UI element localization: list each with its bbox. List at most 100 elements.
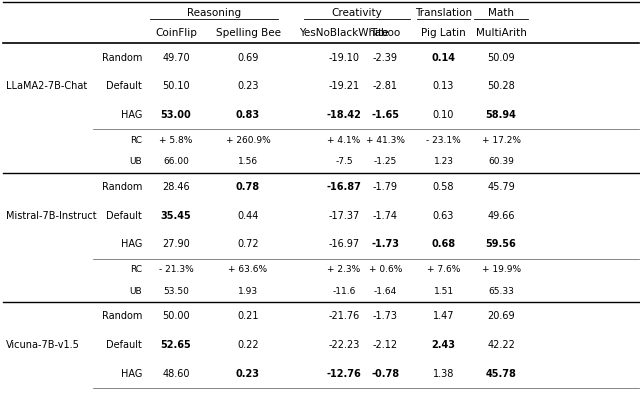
Text: 0.69: 0.69	[237, 53, 259, 62]
Text: 53.00: 53.00	[161, 110, 191, 120]
Text: 0.72: 0.72	[237, 239, 259, 249]
Text: Spelling Bee: Spelling Bee	[216, 28, 280, 39]
Text: -16.97: -16.97	[328, 239, 360, 249]
Text: Random: Random	[102, 311, 142, 321]
Text: - 21.3%: - 21.3%	[159, 265, 193, 274]
Text: Random: Random	[102, 182, 142, 192]
Text: 0.44: 0.44	[237, 211, 259, 220]
Text: 35.45: 35.45	[161, 211, 191, 220]
Text: Default: Default	[106, 211, 142, 220]
Text: + 7.6%: + 7.6%	[427, 265, 460, 274]
Text: Random: Random	[102, 53, 142, 62]
Text: -19.10: -19.10	[328, 53, 360, 62]
Text: 1.38: 1.38	[433, 369, 454, 378]
Text: -2.12: -2.12	[372, 340, 398, 350]
Text: -0.78: -0.78	[371, 369, 399, 378]
Text: -11.6: -11.6	[332, 286, 356, 296]
Text: Math: Math	[488, 8, 514, 18]
Text: 52.65: 52.65	[161, 340, 191, 350]
Text: 0.21: 0.21	[237, 311, 259, 321]
Text: -21.76: -21.76	[328, 311, 360, 321]
Text: Default: Default	[106, 81, 142, 91]
Text: 0.14: 0.14	[431, 53, 456, 62]
Text: MultiArith: MultiArith	[476, 28, 527, 39]
Text: 28.46: 28.46	[162, 182, 190, 192]
Text: -1.79: -1.79	[372, 182, 398, 192]
Text: HAG: HAG	[121, 110, 142, 120]
Text: -1.73: -1.73	[371, 239, 399, 249]
Text: 1.56: 1.56	[238, 157, 258, 166]
Text: 0.83: 0.83	[236, 110, 260, 120]
Text: -19.21: -19.21	[328, 81, 360, 91]
Text: UB: UB	[129, 157, 142, 166]
Text: -1.25: -1.25	[374, 157, 397, 166]
Text: 60.39: 60.39	[488, 157, 514, 166]
Text: 2.43: 2.43	[431, 340, 456, 350]
Text: 20.69: 20.69	[487, 311, 515, 321]
Text: RC: RC	[130, 136, 142, 145]
Text: CoinFlip: CoinFlip	[155, 28, 197, 39]
Text: 1.93: 1.93	[238, 286, 258, 296]
Text: RC: RC	[130, 265, 142, 274]
Text: -1.73: -1.73	[372, 311, 398, 321]
Text: -1.65: -1.65	[371, 110, 399, 120]
Text: Mistral-7B-Instruct: Mistral-7B-Instruct	[6, 211, 97, 220]
Text: -1.64: -1.64	[374, 286, 397, 296]
Text: + 0.6%: + 0.6%	[369, 265, 402, 274]
Text: + 19.9%: + 19.9%	[481, 265, 521, 274]
Text: 0.68: 0.68	[431, 239, 456, 249]
Text: 66.00: 66.00	[163, 157, 189, 166]
Text: 49.66: 49.66	[488, 211, 515, 220]
Text: 50.09: 50.09	[487, 53, 515, 62]
Text: - 23.1%: - 23.1%	[426, 136, 461, 145]
Text: LLaMA2-7B-Chat: LLaMA2-7B-Chat	[6, 81, 88, 91]
Text: UB: UB	[129, 286, 142, 296]
Text: Creativity: Creativity	[332, 8, 383, 18]
Text: -12.76: -12.76	[326, 369, 362, 378]
Text: 0.13: 0.13	[433, 81, 454, 91]
Text: 42.22: 42.22	[487, 340, 515, 350]
Text: -22.23: -22.23	[328, 340, 360, 350]
Text: 1.51: 1.51	[433, 286, 454, 296]
Text: + 2.3%: + 2.3%	[328, 265, 360, 274]
Text: 65.33: 65.33	[488, 286, 514, 296]
Text: 58.94: 58.94	[486, 110, 516, 120]
Text: -7.5: -7.5	[335, 157, 353, 166]
Text: Pig Latin: Pig Latin	[421, 28, 466, 39]
Text: + 260.9%: + 260.9%	[226, 136, 270, 145]
Text: HAG: HAG	[121, 369, 142, 378]
Text: 50.00: 50.00	[162, 311, 190, 321]
Text: 50.28: 50.28	[487, 81, 515, 91]
Text: 0.10: 0.10	[433, 110, 454, 120]
Text: -2.81: -2.81	[372, 81, 398, 91]
Text: + 41.3%: + 41.3%	[366, 136, 404, 145]
Text: 49.70: 49.70	[162, 53, 190, 62]
Text: 45.78: 45.78	[486, 369, 516, 378]
Text: YesNoBlackWhite: YesNoBlackWhite	[299, 28, 389, 39]
Text: 45.79: 45.79	[487, 182, 515, 192]
Text: 0.23: 0.23	[236, 369, 260, 378]
Text: -18.42: -18.42	[326, 110, 362, 120]
Text: + 4.1%: + 4.1%	[328, 136, 360, 145]
Text: -17.37: -17.37	[328, 211, 360, 220]
Text: 59.56: 59.56	[486, 239, 516, 249]
Text: 1.23: 1.23	[433, 157, 454, 166]
Text: 0.58: 0.58	[433, 182, 454, 192]
Text: Translation: Translation	[415, 8, 472, 18]
Text: + 5.8%: + 5.8%	[159, 136, 193, 145]
Text: Default: Default	[106, 340, 142, 350]
Text: 50.10: 50.10	[162, 81, 190, 91]
Text: 53.50: 53.50	[163, 286, 189, 296]
Text: -16.87: -16.87	[326, 182, 362, 192]
Text: Taboo: Taboo	[370, 28, 401, 39]
Text: Reasoning: Reasoning	[188, 8, 241, 18]
Text: 27.90: 27.90	[162, 239, 190, 249]
Text: HAG: HAG	[121, 239, 142, 249]
Text: 0.63: 0.63	[433, 211, 454, 220]
Text: Vicuna-7B-v1.5: Vicuna-7B-v1.5	[6, 340, 80, 350]
Text: + 63.6%: + 63.6%	[228, 265, 268, 274]
Text: + 17.2%: + 17.2%	[482, 136, 520, 145]
Text: 0.78: 0.78	[236, 182, 260, 192]
Text: -1.74: -1.74	[372, 211, 398, 220]
Text: 48.60: 48.60	[163, 369, 189, 378]
